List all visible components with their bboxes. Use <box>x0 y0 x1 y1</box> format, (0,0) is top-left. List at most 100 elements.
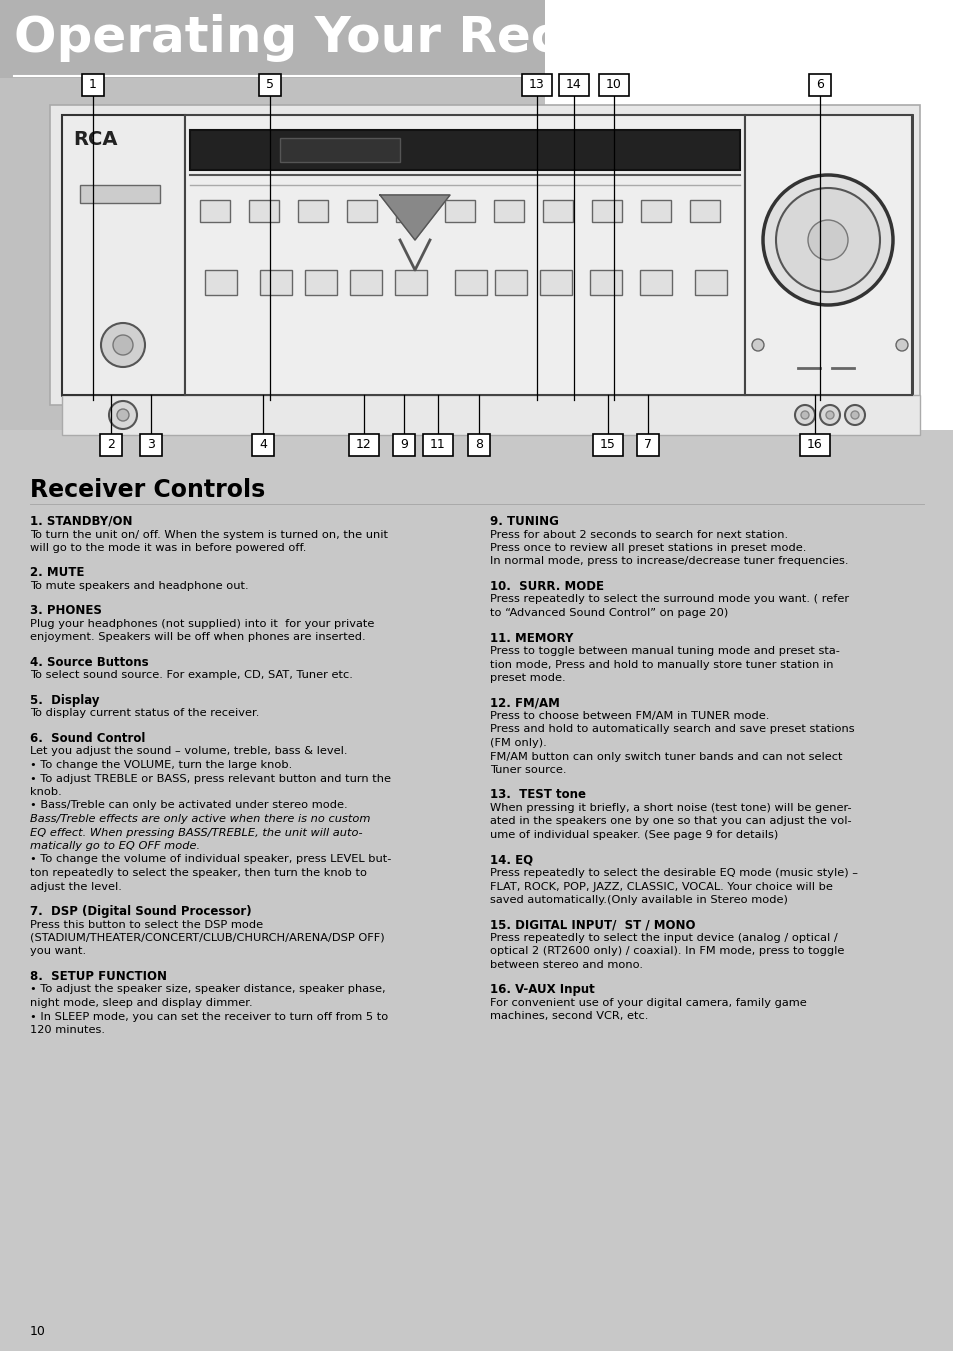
Bar <box>205 270 236 295</box>
Text: Operating Your Receiver: Operating Your Receiver <box>14 14 702 62</box>
Bar <box>395 200 426 222</box>
Text: (FM only).: (FM only). <box>490 738 546 748</box>
Text: • To change the volume of individual speaker, press LEVEL but-: • To change the volume of individual spe… <box>30 854 391 865</box>
Text: When pressing it briefly, a short noise (test tone) will be gener-: When pressing it briefly, a short noise … <box>490 802 851 813</box>
Circle shape <box>109 401 137 430</box>
Text: 14: 14 <box>565 78 581 92</box>
Text: Press to toggle between manual tuning mode and preset sta-: Press to toggle between manual tuning mo… <box>490 646 839 657</box>
Text: Press repeatedly to select the surround mode you want. ( refer: Press repeatedly to select the surround … <box>490 594 848 604</box>
Circle shape <box>751 339 763 351</box>
Text: 120 minutes.: 120 minutes. <box>30 1025 105 1035</box>
Text: 9: 9 <box>399 439 408 451</box>
Circle shape <box>807 220 847 259</box>
Text: 11. MEMORY: 11. MEMORY <box>490 631 573 644</box>
Text: • In SLEEP mode, you can set the receiver to turn off from 5 to: • In SLEEP mode, you can set the receive… <box>30 1012 388 1021</box>
Bar <box>494 200 523 222</box>
Circle shape <box>762 176 892 305</box>
Circle shape <box>825 411 833 419</box>
Bar <box>62 394 919 435</box>
Text: 1: 1 <box>89 78 97 92</box>
Text: matically go to EQ OFF mode.: matically go to EQ OFF mode. <box>30 842 200 851</box>
Polygon shape <box>379 195 450 240</box>
Text: preset mode.: preset mode. <box>490 673 565 684</box>
Text: 3. PHONES: 3. PHONES <box>30 604 102 617</box>
Bar <box>593 434 622 457</box>
Text: 15: 15 <box>599 439 616 451</box>
Bar <box>80 185 160 203</box>
Circle shape <box>844 405 864 426</box>
Text: 16. V-AUX Input: 16. V-AUX Input <box>490 984 594 997</box>
Text: • Bass/Treble can only be activated under stereo mode.: • Bass/Treble can only be activated unde… <box>30 801 347 811</box>
Text: 12. FM/AM: 12. FM/AM <box>490 697 559 709</box>
Text: RCA: RCA <box>73 130 117 149</box>
Text: 9. TUNING: 9. TUNING <box>490 515 558 528</box>
Text: adjust the level.: adjust the level. <box>30 881 122 892</box>
Text: to “Advanced Sound Control” on page 20): to “Advanced Sound Control” on page 20) <box>490 608 727 617</box>
Bar <box>455 270 486 295</box>
Bar <box>689 200 720 222</box>
Text: optical 2 (RT2600 only) / coaxial). In FM mode, press to toggle: optical 2 (RT2600 only) / coaxial). In F… <box>490 947 843 957</box>
Circle shape <box>801 411 808 419</box>
Text: 2. MUTE: 2. MUTE <box>30 566 84 580</box>
Text: 10: 10 <box>30 1325 46 1337</box>
Text: enjoyment. Speakers will be off when phones are inserted.: enjoyment. Speakers will be off when pho… <box>30 632 365 643</box>
Text: For convenient use of your digital camera, family game: For convenient use of your digital camer… <box>490 998 806 1008</box>
Text: Tuner source.: Tuner source. <box>490 765 566 775</box>
Bar <box>495 270 526 295</box>
Text: will go to the mode it was in before powered off.: will go to the mode it was in before pow… <box>30 543 306 553</box>
Text: saved automatically.(Only available in Stereo mode): saved automatically.(Only available in S… <box>490 894 787 905</box>
Bar <box>444 200 475 222</box>
Text: Press to choose between FM/AM in TUNER mode.: Press to choose between FM/AM in TUNER m… <box>490 711 768 721</box>
Bar <box>200 200 230 222</box>
Circle shape <box>820 405 840 426</box>
Bar <box>0 0 544 78</box>
Text: 1. STANDBY/ON: 1. STANDBY/ON <box>30 515 132 528</box>
Text: 15. DIGITAL INPUT/  ST / MONO: 15. DIGITAL INPUT/ ST / MONO <box>490 919 695 931</box>
Bar <box>558 74 588 96</box>
Bar <box>190 130 740 170</box>
Bar <box>468 434 490 457</box>
Text: 14. EQ: 14. EQ <box>490 854 533 866</box>
Bar <box>347 200 376 222</box>
Circle shape <box>895 339 907 351</box>
Bar <box>185 115 744 394</box>
Text: To turn the unit on/ off. When the system is turned on, the unit: To turn the unit on/ off. When the syste… <box>30 530 388 539</box>
Bar <box>252 434 274 457</box>
Text: 10.  SURR. MODE: 10. SURR. MODE <box>490 580 603 593</box>
Bar <box>598 74 628 96</box>
Bar <box>521 74 552 96</box>
Circle shape <box>117 409 129 422</box>
Bar <box>50 105 919 405</box>
Text: 6: 6 <box>815 78 823 92</box>
Bar <box>544 0 953 78</box>
Bar <box>350 270 381 295</box>
Text: • To adjust the speaker size, speaker distance, speaker phase,: • To adjust the speaker size, speaker di… <box>30 985 385 994</box>
Text: 8: 8 <box>475 439 482 451</box>
Bar <box>592 200 621 222</box>
Text: 11: 11 <box>430 439 445 451</box>
Text: 7.  DSP (Digital Sound Processor): 7. DSP (Digital Sound Processor) <box>30 905 252 917</box>
Circle shape <box>101 323 145 367</box>
Bar <box>589 270 621 295</box>
Text: between stereo and mono.: between stereo and mono. <box>490 961 642 970</box>
Text: To select sound source. For example, CD, SAT, Tuner etc.: To select sound source. For example, CD,… <box>30 670 353 681</box>
Text: To display current status of the receiver.: To display current status of the receive… <box>30 708 259 719</box>
Bar <box>280 138 399 162</box>
Bar <box>140 434 162 457</box>
Text: 13.  TEST tone: 13. TEST tone <box>490 789 585 801</box>
Bar <box>62 115 185 394</box>
Text: To mute speakers and headphone out.: To mute speakers and headphone out. <box>30 581 249 590</box>
Bar <box>395 270 427 295</box>
Bar <box>808 74 830 96</box>
Text: 16: 16 <box>806 439 822 451</box>
Text: Receiver Controls: Receiver Controls <box>30 478 265 503</box>
Text: FM/AM button can only switch tuner bands and can not select: FM/AM button can only switch tuner bands… <box>490 751 841 762</box>
Bar <box>422 434 453 457</box>
Text: Let you adjust the sound – volume, treble, bass & level.: Let you adjust the sound – volume, trebl… <box>30 747 347 757</box>
Circle shape <box>794 405 814 426</box>
Bar <box>744 115 911 394</box>
Bar <box>260 270 292 295</box>
Text: (STADIUM/THEATER/CONCERT/CLUB/CHURCH/ARENA/DSP OFF): (STADIUM/THEATER/CONCERT/CLUB/CHURCH/ARE… <box>30 934 384 943</box>
Bar <box>297 200 328 222</box>
Text: 7: 7 <box>643 439 651 451</box>
